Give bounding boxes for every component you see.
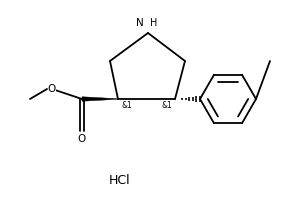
Text: N: N (136, 18, 144, 28)
Text: O: O (78, 134, 86, 144)
Text: &1: &1 (161, 101, 172, 110)
Polygon shape (82, 97, 118, 101)
Text: H: H (150, 18, 157, 28)
Text: O: O (48, 84, 56, 94)
Text: &1: &1 (121, 101, 132, 110)
Text: HCl: HCl (109, 174, 131, 187)
